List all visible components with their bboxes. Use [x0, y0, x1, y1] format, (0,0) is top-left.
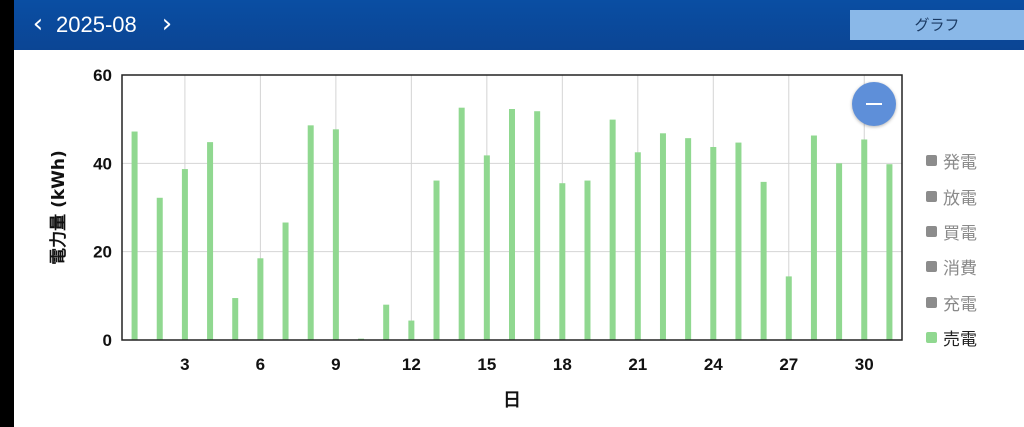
bar: [232, 298, 239, 340]
bar: [559, 183, 566, 340]
bar-chart: 0 20 40 60 3 6 9 12 15 18 21 24 27 30 日 電力量 (kWh): [48, 66, 903, 411]
legend-item[interactable]: 発電: [926, 143, 977, 178]
bar: [785, 276, 792, 340]
legend-item[interactable]: 放電: [926, 178, 977, 213]
bar: [257, 258, 264, 340]
screen-edge: [0, 0, 14, 427]
chart-area: 0 20 40 60 3 6 9 12 15 18 21 24 27 30 日 電力量 (kWh) 発電放電買…: [14, 50, 1024, 427]
bar: [131, 131, 138, 340]
y-tick-label: 60: [93, 66, 112, 85]
x-axis-label: 日: [503, 390, 521, 411]
legend-swatch: [926, 190, 937, 202]
bar: [332, 129, 339, 340]
bar: [307, 125, 314, 340]
tab-graph[interactable]: グラフ: [850, 10, 1024, 40]
bar: [735, 142, 742, 340]
bar: [207, 142, 214, 340]
legend-label: 発電: [943, 153, 977, 174]
bar: [282, 222, 289, 340]
y-tick-label: 40: [93, 154, 112, 173]
bar: [886, 164, 893, 340]
bar: [609, 119, 616, 340]
bar: [458, 107, 465, 340]
bar: [760, 181, 767, 340]
x-tick-label: 27: [779, 355, 798, 374]
bar: [861, 139, 868, 340]
bar: [156, 197, 163, 340]
x-tick-label: 21: [628, 355, 647, 374]
minus-icon: [866, 103, 882, 105]
bar: [433, 180, 440, 340]
chevron-left-icon[interactable]: ‹: [32, 9, 44, 39]
x-tick-label: 15: [477, 355, 496, 374]
legend-item[interactable]: 売電: [926, 320, 977, 355]
bar: [408, 320, 415, 340]
legend-swatch: [926, 296, 937, 308]
y-axis-label: 電力量 (kWh): [48, 150, 69, 265]
bar: [685, 138, 692, 340]
bar: [584, 180, 591, 340]
x-tick-label: 9: [331, 355, 340, 374]
bar: [383, 304, 390, 340]
legend-label: 売電: [943, 330, 977, 351]
legend-label: 放電: [943, 188, 977, 209]
bar: [710, 146, 717, 340]
bar: [810, 135, 817, 340]
month-label: 2025-08: [56, 12, 137, 37]
legend-item[interactable]: 消費: [926, 249, 977, 284]
legend-label: 消費: [943, 259, 977, 280]
legend-label: 買電: [943, 223, 977, 244]
bar: [181, 169, 188, 340]
y-tick-label: 20: [93, 243, 112, 262]
x-tick-label: 3: [180, 355, 189, 374]
x-tick-label: 30: [855, 355, 874, 374]
legend-label: 充電: [943, 294, 977, 315]
zoom-out-button[interactable]: [852, 82, 896, 126]
bar: [483, 155, 490, 340]
legend-swatch: [926, 155, 937, 167]
legend-item[interactable]: 買電: [926, 214, 977, 249]
legend-swatch: [926, 332, 937, 344]
bar: [634, 152, 641, 340]
x-tick-label: 12: [402, 355, 421, 374]
legend-swatch: [926, 225, 937, 237]
x-tick-label: 6: [256, 355, 265, 374]
legend-swatch: [926, 261, 937, 273]
y-tick-label: 0: [103, 331, 112, 350]
legend: 発電放電買電消費充電売電: [926, 143, 977, 355]
bar: [534, 111, 541, 340]
header-bar: ‹ 2025-08 › グラフ: [14, 0, 1024, 50]
bar: [836, 163, 843, 340]
bar: [659, 133, 666, 340]
chevron-right-icon[interactable]: ›: [161, 9, 173, 39]
x-tick-label: 18: [553, 355, 572, 374]
legend-item[interactable]: 充電: [926, 285, 977, 320]
bar: [509, 109, 515, 340]
x-tick-label: 24: [704, 355, 723, 374]
plot-frame: [121, 74, 903, 341]
